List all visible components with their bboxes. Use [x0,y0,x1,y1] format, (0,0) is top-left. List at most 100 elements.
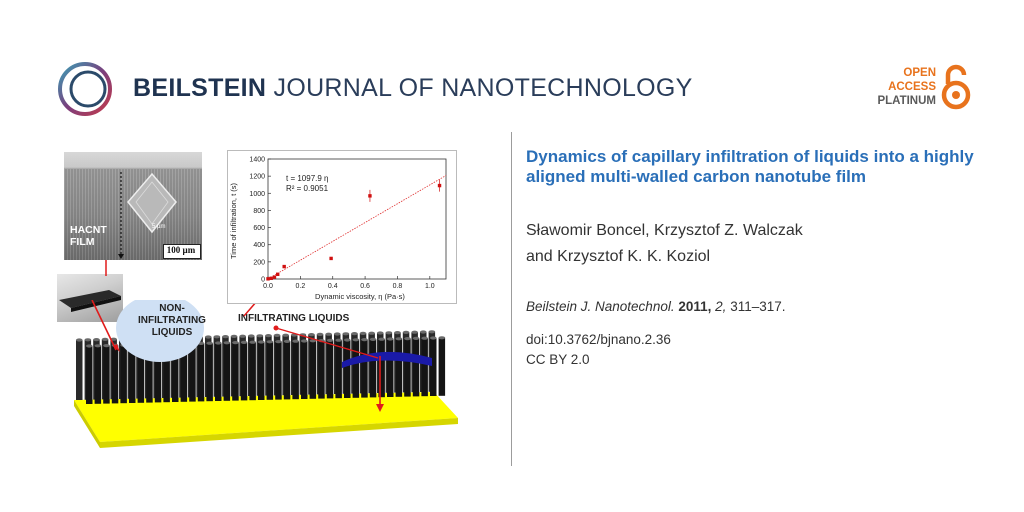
article-title[interactable]: Dynamics of capillary infiltration of li… [526,147,974,186]
nanotube-cap [283,339,291,343]
x-axis-label: Dynamic viscosity, η (Pa·s) [315,292,405,301]
nanotube-array [76,330,446,404]
x-tick-label: 0.8 [393,283,403,290]
doi[interactable]: doi:10.3762/bjnano.2.36 [526,332,671,347]
nanotube-cap [377,331,384,335]
nanotube [223,342,231,401]
nanotube-cap [258,340,265,344]
journal-name-rest: JOURNAL OF NANOTECHNOLOGY [266,74,693,102]
nanotube [163,344,170,403]
beilstein-ring-logo-icon [58,62,112,116]
substrate [74,392,458,442]
nanotube [103,345,110,404]
nanotube [275,341,282,400]
liquid-front [342,351,432,368]
citation: Beilstein J. Nanotechnol. 2011, 2, 311–3… [526,299,786,314]
scale-bar-box [163,244,201,259]
fit-r-squared: R² = 0.9051 [286,184,329,193]
sem-to-photo-arrow [105,260,107,276]
nanotube-cap [394,331,401,335]
nanotube [154,344,162,403]
nanotube [249,342,256,401]
nanotube-cap [230,334,238,338]
nanotube-cap [378,337,385,341]
non-infiltrating-line1: NON-INFILTRATING [138,303,206,326]
oa-access: ACCESS [888,81,936,93]
nanotube [146,344,153,403]
nanotube [344,340,351,398]
nanotube-cap [335,338,342,342]
nanotube [180,343,188,402]
y-tick-label: 600 [253,225,265,232]
license[interactable]: CC BY 2.0 [526,352,590,367]
nanotube-cap [282,333,289,337]
nanotube-cap [420,330,427,334]
nanotube [76,340,83,400]
nanotube-cap [256,334,264,338]
nanotube-cap [359,331,367,335]
data-point [272,275,277,279]
y-tick-label: 1200 [249,174,265,181]
nanotube [318,340,325,399]
y-axis-label: Time of infiltration, t (s) [229,183,238,259]
fit-equation: t = 1097.9 η [286,174,328,183]
nanotube [378,339,385,398]
nanotube [206,343,213,402]
droplet [116,300,204,362]
nanotube [430,338,437,396]
nanotube-cap [76,338,83,342]
nanotube [421,338,428,397]
nanotube [120,345,127,404]
data-point [276,272,280,276]
hacnt-film-label: HACNT FILM [70,224,107,248]
oa-open: OPEN [903,67,936,79]
nanotube-cap [266,340,274,344]
nanotube [404,338,411,397]
non-infiltrating-label: NON-INFILTRATING LIQUIDS [126,303,218,339]
non-infiltrating-line2: LIQUIDS [151,327,193,338]
citation-year: 2011, [678,299,712,314]
nanotube-cap [326,338,334,342]
nanotube-cap [438,336,446,340]
citation-pages: 311–317. [730,299,786,314]
nanotube-cap [411,330,418,334]
nanotube [197,343,205,402]
nanotube [232,342,239,401]
nanotube-cap [103,344,110,348]
nanotube [266,341,274,400]
cnt-array-illustration [74,300,458,448]
nanotube-cap [344,338,351,342]
nanotube-cap [275,340,282,344]
nanotube-cap [385,331,393,335]
nanotube [137,344,145,403]
nanotube-cap [387,337,394,341]
nanotube-cap [325,332,332,336]
nanotube-cap [222,335,229,339]
open-access-lock-icon [941,64,971,110]
nanotube-cap [292,339,299,343]
nanotube [283,341,291,400]
nanotube-cap [223,341,231,345]
y-tick-label: 200 [253,259,265,266]
citation-journal: Beilstein J. Nanotechnol. [526,299,675,314]
nanotube-cap [352,338,360,342]
nanotube [258,342,265,400]
x-tick-label: 0.6 [360,283,370,290]
hacnt-line2: FILM [70,236,95,248]
data-point [266,277,270,281]
nanotube [361,339,368,398]
authors-line-2: and Krzysztof K. K. Koziol [526,248,711,265]
x-tick-label: 0.4 [328,283,338,290]
y-tick-label: 0 [261,277,265,284]
nanotube [129,345,136,403]
nanotube-cap [93,338,100,342]
nanotube [352,339,360,398]
nanotube [172,344,179,402]
nanotube [111,345,119,404]
nanotube-cap [334,332,341,336]
nanotube-cap [430,336,437,340]
nanotube-cap [94,344,102,348]
nanotube-cap [342,332,350,336]
journal-name-bold: BEILSTEIN [133,74,267,102]
nanotube [326,340,334,399]
